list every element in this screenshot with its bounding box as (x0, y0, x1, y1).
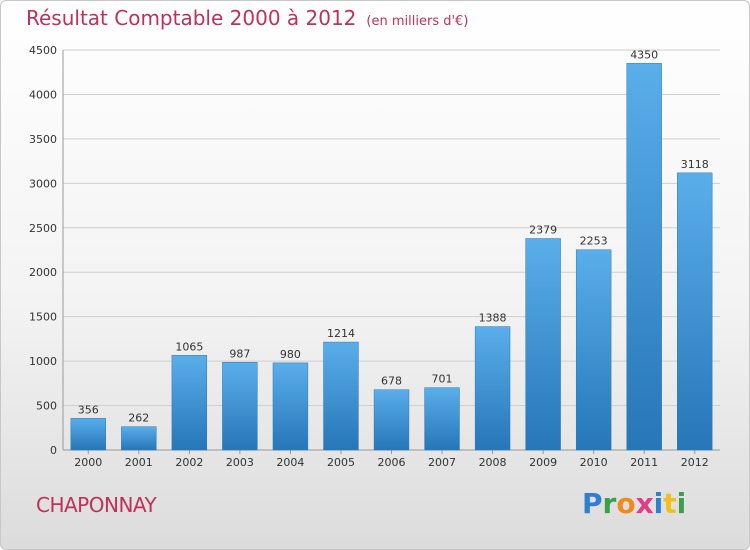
x-tick-label: 2006 (378, 456, 406, 469)
bar (70, 418, 106, 451)
bar (677, 172, 713, 451)
x-tick-label: 2008 (479, 456, 507, 469)
x-tick-label: 2005 (327, 456, 355, 469)
logo-letter: P (582, 487, 603, 520)
bar (474, 326, 511, 451)
bar (575, 249, 612, 451)
x-tick-label: 2003 (226, 456, 254, 469)
bar (626, 63, 662, 451)
bar (222, 362, 258, 451)
y-tick-label: 2000 (29, 266, 57, 279)
x-tick-label: 2012 (681, 456, 709, 469)
x-tick-label: 2007 (428, 456, 456, 469)
bar (525, 238, 561, 451)
grid-lines (63, 49, 720, 407)
bar (424, 387, 460, 451)
labels: 0 500 1000 1500 2000 2500 3000 3500 4000 4500 2000… (29, 44, 709, 469)
data-label: 1388 (479, 312, 507, 325)
bars (70, 63, 713, 451)
data-label: 3118 (681, 158, 709, 171)
data-label: 262 (128, 412, 149, 425)
x-tick-label: 2010 (580, 456, 608, 469)
y-tick-label: 4000 (29, 88, 57, 101)
data-label: 980 (280, 348, 301, 361)
chart-title: Résultat Comptable 2000 à 2012 (en millie… (26, 6, 468, 30)
x-tick-label: 2009 (529, 456, 557, 469)
data-label: 1214 (327, 327, 355, 340)
logo-letter: o (616, 487, 636, 520)
y-tick-label: 0 (50, 444, 57, 457)
y-tick-label: 2500 (29, 222, 57, 235)
data-label: 987 (229, 347, 250, 360)
data-label: 2253 (580, 235, 608, 248)
x-tick-label: 2002 (175, 456, 203, 469)
logo-letter: r (602, 487, 617, 520)
data-label: 678 (381, 375, 402, 388)
commune-name: CHAPONNAY (36, 493, 157, 517)
bar (272, 362, 309, 451)
data-label: 4350 (630, 48, 658, 61)
bar (121, 426, 157, 451)
y-tick-label: 3500 (29, 133, 57, 146)
bar (373, 389, 410, 451)
y-tick-label: 1500 (29, 311, 57, 324)
data-label: 701 (432, 373, 453, 386)
y-tick-label: 4500 (29, 44, 57, 57)
x-tick-label: 2011 (630, 456, 658, 469)
y-tick-label: 1000 (29, 355, 57, 368)
bar (323, 341, 359, 451)
proxiti-logo: Proxiti (582, 487, 686, 520)
data-label: 1065 (175, 340, 203, 353)
logo-letter: i (676, 487, 687, 520)
y-tick-label: 500 (36, 400, 57, 413)
data-label: 2379 (529, 224, 557, 237)
x-tick-label: 2000 (74, 456, 102, 469)
logo-letter: x (635, 487, 654, 520)
y-tick-label: 3000 (29, 177, 57, 190)
x-tick-label: 2004 (276, 456, 304, 469)
bar (171, 355, 208, 451)
x-tick-label: 2001 (125, 456, 153, 469)
data-label: 356 (78, 403, 99, 416)
title-text: Résultat Comptable 2000 à 2012 (26, 6, 357, 30)
logo-letter: t (663, 487, 677, 520)
chart-subtitle: (en milliers d'€) (366, 14, 469, 29)
logo-letter: i (653, 487, 664, 520)
